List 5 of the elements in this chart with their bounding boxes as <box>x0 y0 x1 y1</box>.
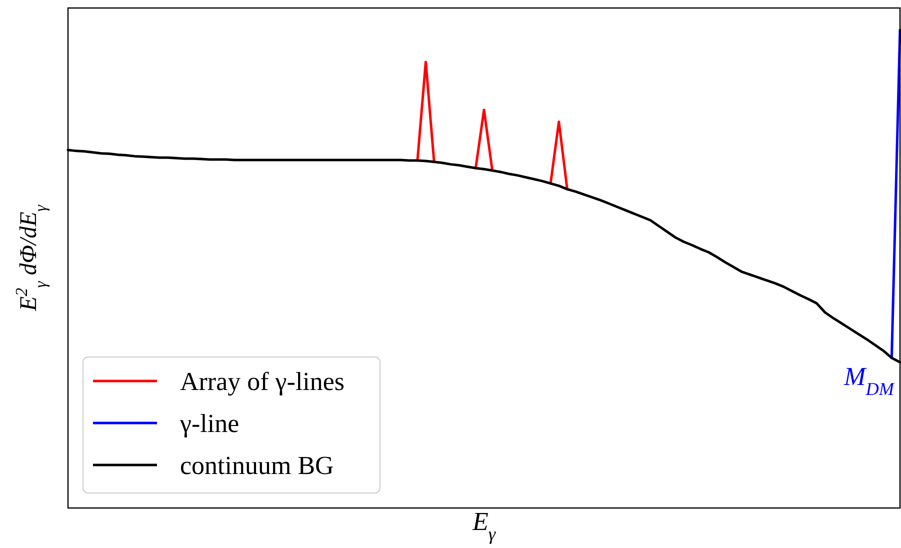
annotation: M$_{DM}$ <box>843 362 895 399</box>
x-axis-title: E$_{γ}$ <box>471 507 496 544</box>
legend-label: Array of γ-lines <box>180 367 345 396</box>
legend-label: γ-line <box>179 409 240 438</box>
legend-label: continuum BG <box>180 451 334 480</box>
